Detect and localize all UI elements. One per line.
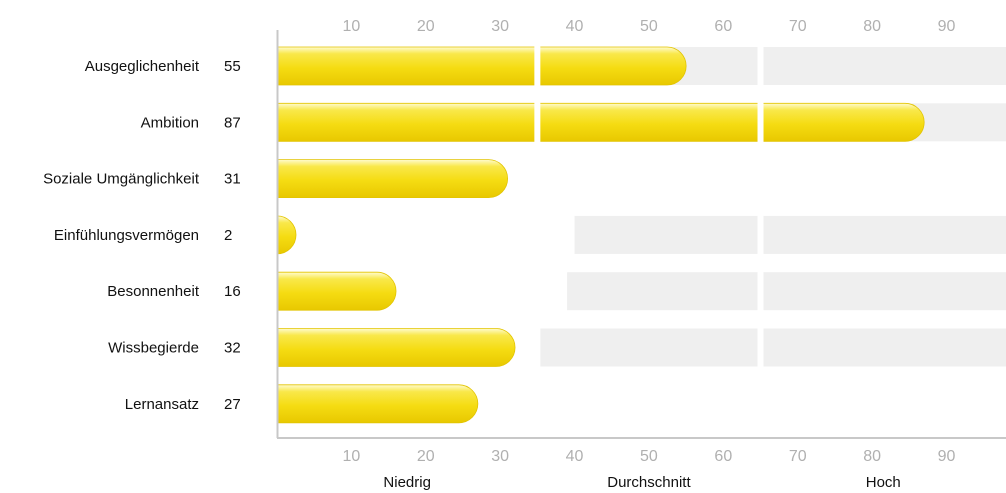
top-tick-label: 10 bbox=[342, 18, 360, 35]
band-separators bbox=[534, 30, 764, 438]
bottom-tick-label: 10 bbox=[342, 448, 360, 465]
bottom-tick-label: 90 bbox=[938, 448, 956, 465]
bar bbox=[276, 215, 297, 255]
bottom-tick-label: 70 bbox=[789, 448, 807, 465]
value-label: 55 bbox=[224, 58, 241, 75]
band-label: Niedrig bbox=[383, 474, 431, 491]
band-label: Hoch bbox=[866, 474, 901, 491]
top-tick-label: 20 bbox=[417, 18, 435, 35]
value-labels: 55 87 31 2 16 32 27 bbox=[224, 58, 241, 413]
top-tick-label: 90 bbox=[938, 18, 956, 35]
top-tick-label: 30 bbox=[491, 18, 509, 35]
top-tick-label: 70 bbox=[789, 18, 807, 35]
reference-ranges bbox=[537, 47, 1006, 367]
bar bbox=[276, 102, 925, 142]
bottom-tick-label: 30 bbox=[491, 448, 509, 465]
value-label: 27 bbox=[224, 396, 241, 413]
category-label: Lernansatz bbox=[125, 396, 199, 413]
bottom-tick-label: 50 bbox=[640, 448, 658, 465]
band-labels: Niedrig Durchschnitt Hoch bbox=[383, 474, 900, 491]
bottom-tick-labels: 10 20 30 40 50 60 70 80 90 bbox=[342, 448, 955, 465]
category-label: Ambition bbox=[141, 114, 199, 131]
value-label: 2 bbox=[224, 227, 232, 244]
reference-range bbox=[567, 272, 1006, 311]
axes bbox=[276, 30, 1006, 439]
value-label: 32 bbox=[224, 340, 241, 357]
bottom-tick-label: 20 bbox=[417, 448, 435, 465]
bottom-tick-label: 40 bbox=[566, 448, 584, 465]
bar bbox=[276, 159, 508, 198]
bar bbox=[276, 46, 687, 86]
bottom-tick-label: 80 bbox=[863, 448, 881, 465]
bottom-tick-label: 60 bbox=[714, 448, 732, 465]
reference-range bbox=[537, 328, 1006, 367]
top-tick-labels: 10 20 30 40 50 60 70 80 90 bbox=[342, 18, 955, 35]
value-label: 31 bbox=[224, 171, 241, 188]
category-label: Wissbegierde bbox=[108, 340, 199, 357]
top-tick-label: 40 bbox=[566, 18, 584, 35]
top-tick-label: 60 bbox=[714, 18, 732, 35]
band-separator bbox=[534, 30, 541, 438]
value-label: 16 bbox=[224, 283, 241, 300]
top-tick-label: 50 bbox=[640, 18, 658, 35]
category-label: Soziale Umgänglichkeit bbox=[43, 171, 200, 188]
category-label: Ausgeglichenheit bbox=[85, 58, 200, 75]
bar bbox=[276, 271, 397, 311]
band-label: Durchschnitt bbox=[607, 474, 691, 491]
band-separator bbox=[757, 30, 764, 438]
category-label: Besonnenheit bbox=[107, 283, 200, 300]
value-label: 87 bbox=[224, 114, 241, 131]
bar bbox=[276, 384, 479, 424]
reference-range bbox=[574, 215, 1006, 254]
top-tick-label: 80 bbox=[863, 18, 881, 35]
bar bbox=[276, 328, 516, 367]
category-label: Einfühlungsvermögen bbox=[54, 227, 199, 244]
category-labels: Ausgeglichenheit Ambition Soziale Umgängli… bbox=[43, 58, 200, 413]
